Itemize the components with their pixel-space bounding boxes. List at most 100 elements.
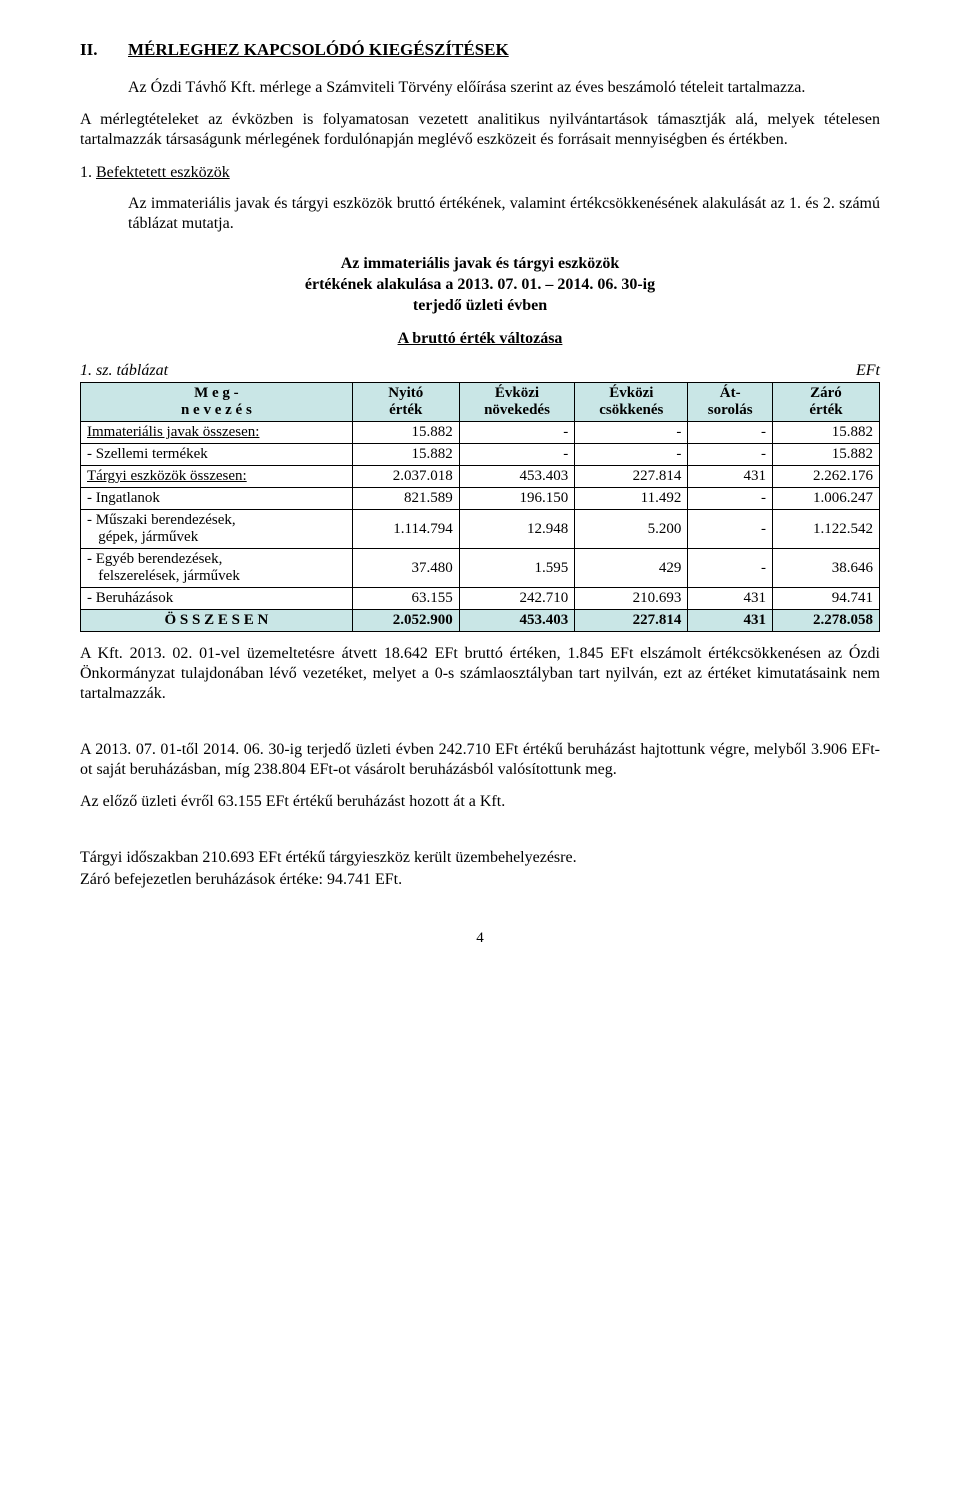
paragraph: Záró befejezetlen beruházások értéke: 94… bbox=[80, 870, 880, 890]
cell-value: 2.037.018 bbox=[352, 466, 459, 488]
cell-value: 2.052.900 bbox=[352, 610, 459, 632]
subheading-label: Befektetett eszközök bbox=[96, 164, 230, 181]
cell-value: 63.155 bbox=[352, 588, 459, 610]
table-total-row: Ö S S Z E S E N2.052.900453.403227.81443… bbox=[81, 610, 880, 632]
sub-intro-block: Az immateriális javak és tárgyi eszközök… bbox=[128, 194, 880, 234]
cell-value: - bbox=[459, 422, 575, 444]
header-text: sorolás bbox=[708, 402, 753, 418]
table-title: Az immateriális javak és tárgyi eszközök… bbox=[80, 254, 880, 316]
table-row: Tárgyi eszközök összesen:2.037.018453.40… bbox=[81, 466, 880, 488]
subheading-number: 1. bbox=[80, 164, 92, 181]
cell-value: 38.646 bbox=[772, 549, 879, 588]
paragraph: Tárgyi időszakban 210.693 EFt értékű tár… bbox=[80, 848, 880, 868]
header-text: Évközi bbox=[609, 385, 653, 401]
cell-value: 453.403 bbox=[459, 610, 575, 632]
cell-value: 431 bbox=[688, 610, 773, 632]
data-table: M e g - n e v e z é s Nyitó érték Évközi… bbox=[80, 382, 880, 632]
col-name: M e g - n e v e z é s bbox=[81, 383, 353, 422]
cell-value: 227.814 bbox=[575, 466, 688, 488]
cell-value: 242.710 bbox=[459, 588, 575, 610]
header-text: Évközi bbox=[495, 385, 539, 401]
header-text: Át- bbox=[720, 385, 741, 401]
cell-label: Ö S S Z E S E N bbox=[81, 610, 353, 632]
sub-heading: 1. Befektetett eszközök bbox=[80, 164, 880, 182]
header-text: M e g - bbox=[194, 385, 239, 401]
cell-value: 821.589 bbox=[352, 488, 459, 510]
cell-value: 1.006.247 bbox=[772, 488, 879, 510]
cell-value: 210.693 bbox=[575, 588, 688, 610]
header-text: érték bbox=[809, 402, 842, 418]
cell-label: - Szellemi termékek bbox=[81, 444, 353, 466]
cell-value: 94.741 bbox=[772, 588, 879, 610]
paragraph: A 2013. 07. 01-től 2014. 06. 30-ig terje… bbox=[80, 740, 880, 780]
cell-value: 15.882 bbox=[772, 444, 879, 466]
cell-value: 227.814 bbox=[575, 610, 688, 632]
cell-value: 431 bbox=[688, 466, 773, 488]
table-title-line: értékének alakulása a 2013. 07. 01. – 20… bbox=[305, 276, 655, 293]
cell-value: 1.595 bbox=[459, 549, 575, 588]
col-dec: Évközi csökkenés bbox=[575, 383, 688, 422]
cell-value: - bbox=[575, 444, 688, 466]
table-row: - Egyéb berendezések, felszerelések, jár… bbox=[81, 549, 880, 588]
header-text: Záró bbox=[810, 385, 842, 401]
paragraph: A Kft. 2013. 02. 01-vel üzemeltetésre át… bbox=[80, 644, 880, 704]
cell-value: 429 bbox=[575, 549, 688, 588]
cell-value: - bbox=[688, 510, 773, 549]
col-close: Záró érték bbox=[772, 383, 879, 422]
table-title-line: terjedő üzleti évben bbox=[413, 297, 547, 314]
section-roman: II. bbox=[80, 40, 128, 60]
header-text: n e v e z é s bbox=[181, 402, 252, 418]
cell-value: - bbox=[688, 488, 773, 510]
cell-label: - Beruházások bbox=[81, 588, 353, 610]
cell-value: 2.262.176 bbox=[772, 466, 879, 488]
paragraph: Az Ózdi Távhő Kft. mérlege a Számviteli … bbox=[128, 78, 880, 98]
header-text: érték bbox=[389, 402, 422, 418]
paragraph: A mérlegtételeket az évközben is folyama… bbox=[80, 110, 880, 150]
intro-block: Az Ózdi Távhő Kft. mérlege a Számviteli … bbox=[128, 78, 880, 98]
table-unit: EFt bbox=[80, 362, 880, 380]
cell-value: - bbox=[688, 422, 773, 444]
paragraph: Az immateriális javak és tárgyi eszközök… bbox=[128, 194, 880, 234]
cell-label: - Egyéb berendezések, felszerelések, jár… bbox=[81, 549, 353, 588]
cell-label: Tárgyi eszközök összesen: bbox=[81, 466, 353, 488]
header-text: Nyitó bbox=[388, 385, 423, 401]
cell-value: - bbox=[575, 422, 688, 444]
cell-value: - bbox=[688, 549, 773, 588]
cell-value: - bbox=[459, 444, 575, 466]
table-row: - Ingatlanok821.589196.15011.492-1.006.2… bbox=[81, 488, 880, 510]
table-row: - Beruházások63.155242.710210.69343194.7… bbox=[81, 588, 880, 610]
page-number: 4 bbox=[80, 930, 880, 947]
cell-value: 37.480 bbox=[352, 549, 459, 588]
table-subtitle: A bruttó érték változása bbox=[80, 330, 880, 348]
section-heading: II.MÉRLEGHEZ KAPCSOLÓDÓ KIEGÉSZÍTÉSEK bbox=[80, 40, 880, 60]
cell-value: 12.948 bbox=[459, 510, 575, 549]
cell-value: 431 bbox=[688, 588, 773, 610]
cell-value: 196.150 bbox=[459, 488, 575, 510]
paragraph: Az előző üzleti évről 63.155 EFt értékű … bbox=[80, 792, 880, 812]
cell-value: 11.492 bbox=[575, 488, 688, 510]
cell-value: 453.403 bbox=[459, 466, 575, 488]
header-text: növekedés bbox=[484, 402, 550, 418]
table-row: Immateriális javak összesen:15.882---15.… bbox=[81, 422, 880, 444]
cell-label: Immateriális javak összesen: bbox=[81, 422, 353, 444]
cell-value: 2.278.058 bbox=[772, 610, 879, 632]
cell-value: 15.882 bbox=[352, 444, 459, 466]
header-text: csökkenés bbox=[599, 402, 663, 418]
table-row: - Szellemi termékek15.882---15.882 bbox=[81, 444, 880, 466]
table-row: - Műszaki berendezések, gépek, járművek1… bbox=[81, 510, 880, 549]
col-reclass: Át- sorolás bbox=[688, 383, 773, 422]
col-open: Nyitó érték bbox=[352, 383, 459, 422]
col-inc: Évközi növekedés bbox=[459, 383, 575, 422]
cell-value: 1.114.794 bbox=[352, 510, 459, 549]
table-header-row: M e g - n e v e z é s Nyitó érték Évközi… bbox=[81, 383, 880, 422]
cell-value: 15.882 bbox=[772, 422, 879, 444]
section-title: MÉRLEGHEZ KAPCSOLÓDÓ KIEGÉSZÍTÉSEK bbox=[128, 40, 509, 59]
cell-value: 15.882 bbox=[352, 422, 459, 444]
cell-value: - bbox=[688, 444, 773, 466]
document-page: II.MÉRLEGHEZ KAPCSOLÓDÓ KIEGÉSZÍTÉSEK Az… bbox=[0, 0, 960, 987]
table-title-line: Az immateriális javak és tárgyi eszközök bbox=[341, 255, 620, 272]
cell-label: - Ingatlanok bbox=[81, 488, 353, 510]
cell-value: 5.200 bbox=[575, 510, 688, 549]
cell-label: - Műszaki berendezések, gépek, járművek bbox=[81, 510, 353, 549]
cell-value: 1.122.542 bbox=[772, 510, 879, 549]
